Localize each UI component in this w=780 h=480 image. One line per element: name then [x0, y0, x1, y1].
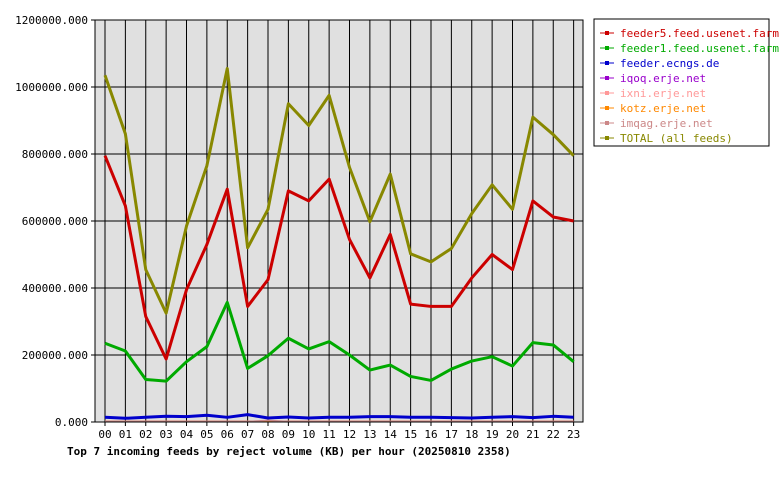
- legend-marker: [605, 76, 609, 80]
- legend-marker: [605, 106, 609, 110]
- x-tick-label: 11: [323, 428, 336, 441]
- legend-label: TOTAL (all feeds): [620, 132, 733, 145]
- axes: 00 01 02 03 04 05 06 07 08 09 10 11 12 13 14 15 16 17 18 19…: [15, 14, 580, 441]
- series-line-7: [103, 67, 575, 315]
- x-tick-label: 08: [261, 428, 274, 441]
- chart-title: Top 7 incoming feeds by reject volume (K…: [67, 445, 511, 458]
- legend-label: feeder1.feed.usenet.farm: [620, 42, 779, 55]
- x-tick-label: 18: [465, 428, 478, 441]
- x-tick-label: 23: [567, 428, 580, 441]
- legend-marker: [605, 121, 609, 125]
- x-tick-label: 01: [119, 428, 132, 441]
- x-tick-label: 13: [363, 428, 376, 441]
- y-tick-label: 1200000.000: [15, 14, 88, 27]
- legend-label: feeder.ecngs.de: [620, 57, 719, 70]
- x-tick-label: 12: [343, 428, 356, 441]
- x-tick-label: 06: [221, 428, 234, 441]
- series-line-2: [104, 413, 574, 420]
- legend-marker: [605, 91, 609, 95]
- x-tick-label: 00: [98, 428, 111, 441]
- x-tick-label: 16: [424, 428, 437, 441]
- x-tick-label: 04: [180, 428, 194, 441]
- grid: [95, 20, 583, 422]
- y-tick-label: 0.000: [55, 416, 88, 429]
- y-tick-label: 800000.000: [22, 148, 88, 161]
- x-tick-label: 21: [526, 428, 539, 441]
- legend-label: ixni.erje.net: [620, 87, 706, 100]
- x-tick-label: 19: [486, 428, 499, 441]
- legend: feeder5.feed.usenet.farm feeder1.feed.use…: [593, 18, 779, 147]
- legend-marker: [605, 136, 609, 140]
- y-tick-label: 600000.000: [22, 215, 88, 228]
- legend-label: imqag.erje.net: [620, 117, 713, 130]
- legend-marker: [605, 46, 609, 50]
- legend-label: iqoq.erje.net: [620, 72, 706, 85]
- y-tick-label: 1000000.000: [15, 81, 88, 94]
- x-tick-label: 03: [160, 428, 173, 441]
- legend-marker: [605, 61, 609, 65]
- x-tick-label: 09: [282, 428, 295, 441]
- x-tick-label: 05: [200, 428, 213, 441]
- legend-label: feeder5.feed.usenet.farm: [620, 27, 779, 40]
- x-tick-label: 02: [139, 428, 152, 441]
- y-tick-label: 400000.000: [22, 282, 88, 295]
- x-tick-label: 22: [547, 428, 560, 441]
- series-line-0: [103, 155, 574, 361]
- series-line-1: [104, 300, 575, 383]
- x-tick-label: 14: [384, 428, 398, 441]
- plot-frame: [94, 19, 584, 423]
- legend-label: kotz.erje.net: [620, 102, 706, 115]
- x-tick-label: 10: [302, 428, 315, 441]
- x-tick-label: 15: [404, 428, 417, 441]
- x-tick-label: 20: [506, 428, 519, 441]
- y-tick-label: 200000.000: [22, 349, 88, 362]
- x-tick-label: 07: [241, 428, 254, 441]
- legend-marker: [605, 31, 609, 35]
- legend-box: [593, 18, 770, 147]
- x-tick-label: 17: [445, 428, 458, 441]
